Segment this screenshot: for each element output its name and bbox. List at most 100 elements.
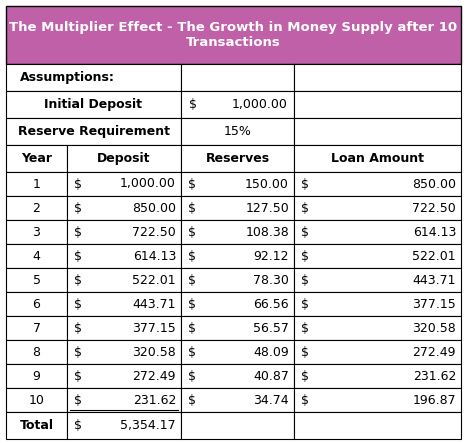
Text: The Multiplier Effect - The Growth in Money Supply after 10
Transactions: The Multiplier Effect - The Growth in Mo… xyxy=(9,21,458,49)
Bar xyxy=(181,388,294,412)
Text: 522.01: 522.01 xyxy=(412,249,456,263)
Bar xyxy=(67,316,181,340)
Text: $: $ xyxy=(188,393,196,407)
Bar xyxy=(294,220,461,244)
Bar xyxy=(67,196,181,220)
Text: $: $ xyxy=(74,298,82,311)
Text: $: $ xyxy=(188,202,196,214)
Text: 9: 9 xyxy=(33,369,41,382)
Text: 320.58: 320.58 xyxy=(412,322,456,334)
Text: 196.87: 196.87 xyxy=(412,393,456,407)
Bar xyxy=(294,388,461,412)
Bar xyxy=(6,145,67,172)
Text: $: $ xyxy=(74,322,82,334)
Bar xyxy=(294,172,461,196)
Text: 8: 8 xyxy=(33,346,41,358)
Text: $: $ xyxy=(188,346,196,358)
Bar xyxy=(6,244,67,268)
Text: $: $ xyxy=(188,178,196,190)
Text: $: $ xyxy=(301,298,309,311)
Text: $: $ xyxy=(188,298,196,311)
Bar xyxy=(67,244,181,268)
Text: $: $ xyxy=(74,369,82,382)
Text: $: $ xyxy=(301,225,309,238)
Bar xyxy=(6,172,67,196)
Bar xyxy=(6,388,67,412)
Text: 48.09: 48.09 xyxy=(253,346,289,358)
Bar xyxy=(6,220,67,244)
Text: 320.58: 320.58 xyxy=(132,346,176,358)
Bar xyxy=(181,220,294,244)
Bar xyxy=(294,145,461,172)
Text: Reserve Requirement: Reserve Requirement xyxy=(17,125,170,138)
Text: $: $ xyxy=(301,202,309,214)
Text: 108.38: 108.38 xyxy=(245,225,289,238)
Text: 66.56: 66.56 xyxy=(254,298,289,311)
Bar xyxy=(181,196,294,220)
Text: 150.00: 150.00 xyxy=(245,178,289,190)
Text: Reserves: Reserves xyxy=(205,152,269,165)
Bar xyxy=(67,220,181,244)
Bar xyxy=(67,388,181,412)
Bar xyxy=(294,292,461,316)
Text: Initial Deposit: Initial Deposit xyxy=(44,98,142,111)
Text: $: $ xyxy=(74,178,82,190)
Text: $: $ xyxy=(188,273,196,287)
Bar xyxy=(6,412,67,439)
Text: 1,000.00: 1,000.00 xyxy=(120,178,176,190)
Bar xyxy=(294,268,461,292)
Text: 7: 7 xyxy=(33,322,41,334)
Text: 56.57: 56.57 xyxy=(253,322,289,334)
Text: 850.00: 850.00 xyxy=(132,202,176,214)
Bar xyxy=(294,64,461,91)
Text: Assumptions:: Assumptions: xyxy=(20,71,115,84)
Bar xyxy=(294,316,461,340)
Text: 231.62: 231.62 xyxy=(413,369,456,382)
Text: Deposit: Deposit xyxy=(97,152,151,165)
Text: 522.01: 522.01 xyxy=(132,273,176,287)
Bar xyxy=(181,244,294,268)
Text: 127.50: 127.50 xyxy=(245,202,289,214)
Bar xyxy=(181,118,294,145)
Text: 272.49: 272.49 xyxy=(133,369,176,382)
Bar xyxy=(294,340,461,364)
Text: $: $ xyxy=(74,225,82,238)
Text: 4: 4 xyxy=(33,249,41,263)
Bar xyxy=(294,412,461,439)
Bar xyxy=(67,145,181,172)
Bar xyxy=(181,145,294,172)
Text: Total: Total xyxy=(20,419,54,432)
Text: $: $ xyxy=(301,393,309,407)
Text: 614.13: 614.13 xyxy=(133,249,176,263)
Text: 443.71: 443.71 xyxy=(412,273,456,287)
Text: $: $ xyxy=(74,346,82,358)
Text: 2: 2 xyxy=(33,202,41,214)
Text: 231.62: 231.62 xyxy=(133,393,176,407)
Text: 377.15: 377.15 xyxy=(132,322,176,334)
Text: Year: Year xyxy=(21,152,52,165)
Bar xyxy=(6,91,181,118)
Bar xyxy=(67,412,181,439)
Text: $: $ xyxy=(188,322,196,334)
Text: 850.00: 850.00 xyxy=(412,178,456,190)
Text: 78.30: 78.30 xyxy=(253,273,289,287)
Text: $: $ xyxy=(301,346,309,358)
Text: 614.13: 614.13 xyxy=(413,225,456,238)
Bar xyxy=(294,118,461,145)
Bar xyxy=(294,244,461,268)
Text: $: $ xyxy=(301,178,309,190)
Bar xyxy=(294,364,461,388)
Bar xyxy=(67,292,181,316)
Bar xyxy=(181,292,294,316)
Text: 1: 1 xyxy=(33,178,41,190)
Bar xyxy=(6,268,67,292)
Text: $: $ xyxy=(74,419,82,432)
Bar xyxy=(181,316,294,340)
Text: $: $ xyxy=(301,249,309,263)
Text: $: $ xyxy=(301,322,309,334)
Text: 3: 3 xyxy=(33,225,41,238)
Bar xyxy=(6,364,67,388)
Text: 272.49: 272.49 xyxy=(412,346,456,358)
Bar xyxy=(181,412,294,439)
Bar xyxy=(181,340,294,364)
